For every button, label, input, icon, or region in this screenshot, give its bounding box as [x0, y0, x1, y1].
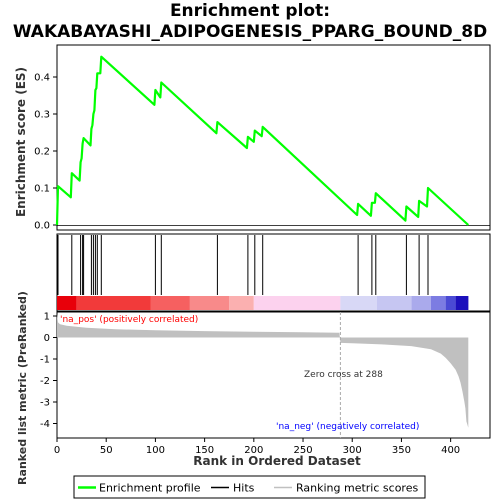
rank-tick-label: 100: [146, 445, 165, 456]
ranking-metric-area: [57, 313, 469, 428]
ranking-tick-label: 1: [44, 312, 50, 323]
es-axis-label: Enrichment score (ES): [14, 67, 28, 217]
legend-box: [73, 475, 426, 499]
heatbar-segment: [57, 296, 77, 310]
heatbar-segment: [253, 296, 341, 310]
heatbar-segment: [76, 296, 151, 310]
ranking-axis-label: Ranked list metric (PreRanked): [16, 291, 29, 485]
rank-tick-label: 50: [100, 445, 113, 456]
heatbar-segment: [340, 296, 377, 310]
hits-markers: [57, 235, 429, 295]
chart-title-line1: Enrichment plot:: [169, 1, 331, 21]
heatbar-segment: [150, 296, 190, 310]
rank-tick-label: 0: [54, 445, 60, 456]
rank-axis-label: Rank in Ordered Dataset: [193, 454, 361, 468]
heatbar-segment: [431, 296, 446, 310]
ranking-tick-label: -2: [40, 376, 50, 387]
ranking-tick-label: 0: [44, 333, 50, 344]
rank-heatmap-bar: [57, 296, 469, 310]
chart-title: Enrichment plot: WAKABAYASHI_ADIPOGENESI…: [0, 1, 500, 43]
rank-tick-label: 350: [392, 445, 411, 456]
rank-tick-label: 300: [343, 445, 362, 456]
rank-tick-label: 400: [441, 445, 460, 456]
ranking-tick-label: -4: [40, 419, 50, 430]
ranking-tick-label: -3: [40, 398, 50, 409]
heatbar-segment: [229, 296, 254, 310]
rank-tick-label: 200: [244, 445, 263, 456]
heatbar-segment: [376, 296, 412, 310]
chart-title-line2: WAKABAYASHI_ADIPOGENESIS_PPARG_BOUND_8D: [12, 22, 488, 42]
rank-tick-label: 150: [195, 445, 214, 456]
negative-correlation-label: 'na_neg' (negatively correlated): [276, 422, 419, 432]
rank-tick-label: 250: [293, 445, 312, 456]
es-tick-label: 0.1: [34, 184, 50, 195]
es-tick-label: 0.2: [34, 147, 50, 158]
legend-hits-label: Hits: [233, 482, 255, 495]
rank-x-ticks: 0 50 100 150 200 250 300 350 400: [54, 438, 460, 456]
zero-cross-label: Zero cross at 288: [304, 370, 383, 380]
heatbar-segment: [189, 296, 230, 310]
heatbar-segment: [455, 296, 469, 310]
heatbar-segment: [445, 296, 456, 310]
positive-correlation-label: 'na_pos' (positively correlated): [60, 315, 198, 325]
es-tick-label: 0.4: [34, 73, 50, 84]
es-tick-label: 0.0: [34, 221, 50, 232]
es-y-ticks: 0.0 0.1 0.2 0.3 0.4: [34, 73, 57, 232]
ranking-tick-label: -1: [40, 355, 50, 366]
enrichment-profile-line: [55, 55, 470, 226]
es-tick-label: 0.3: [34, 110, 50, 121]
legend-enrichment-label: Enrichment profile: [99, 482, 201, 495]
ranking-y-ticks: 1 0 -1 -2 -3 -4: [40, 312, 57, 430]
legend-ranking-label: Ranking metric scores: [296, 482, 418, 495]
heatbar-segment: [411, 296, 431, 310]
